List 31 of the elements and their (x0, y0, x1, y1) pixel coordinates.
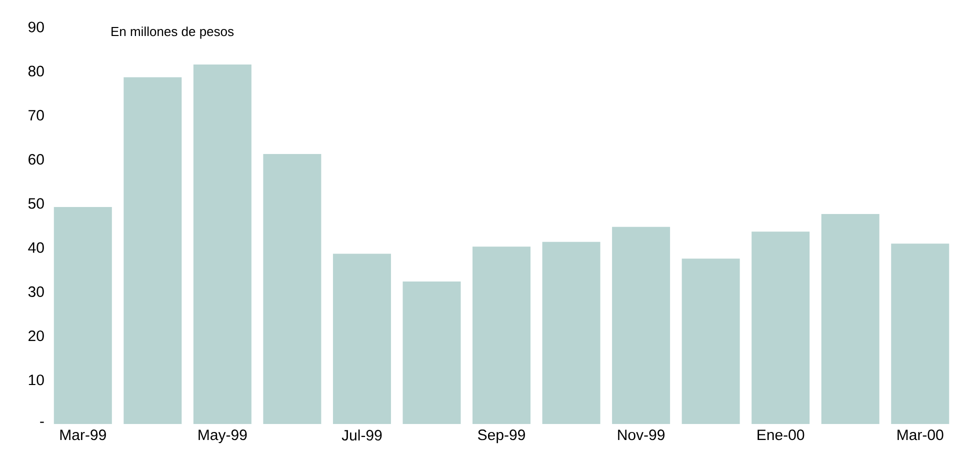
x-tick-label: Sep-99 (478, 430, 525, 444)
y-tick-label: 10 (28, 374, 44, 386)
y-tick-label: 90 (28, 22, 44, 32)
bar (821, 214, 880, 424)
annotation: En millones de pesos (112, 26, 234, 39)
bar (891, 244, 950, 424)
x-tick-label: Ene-00 (758, 430, 804, 440)
bar (332, 254, 391, 424)
y-tick-label: 50 (28, 198, 44, 209)
x-tick-label: Nov-99 (618, 430, 664, 440)
bar (472, 246, 531, 424)
y-tick-label: 60 (28, 154, 44, 165)
y-tick-label: 30 (28, 286, 44, 297)
bar (542, 242, 600, 424)
x-tick-label: May-99 (198, 430, 247, 444)
bar (193, 64, 252, 424)
x-tick-label: Mar-99 (60, 430, 106, 440)
y-tick-label: 70 (28, 110, 44, 121)
bar (263, 154, 322, 424)
x-tick-label: Jul-99 (342, 430, 382, 441)
y-tick-label: 40 (28, 242, 44, 253)
y-tick-label: 20 (28, 330, 44, 342)
bar (682, 258, 740, 424)
bar (54, 206, 112, 424)
bar (402, 282, 461, 424)
y-tick-label: - (40, 422, 44, 423)
bar (612, 226, 670, 424)
x-tick-label: Mar-00 (898, 430, 944, 440)
y-tick-label: 80 (28, 66, 44, 76)
bar (124, 77, 182, 424)
bar (752, 232, 810, 424)
